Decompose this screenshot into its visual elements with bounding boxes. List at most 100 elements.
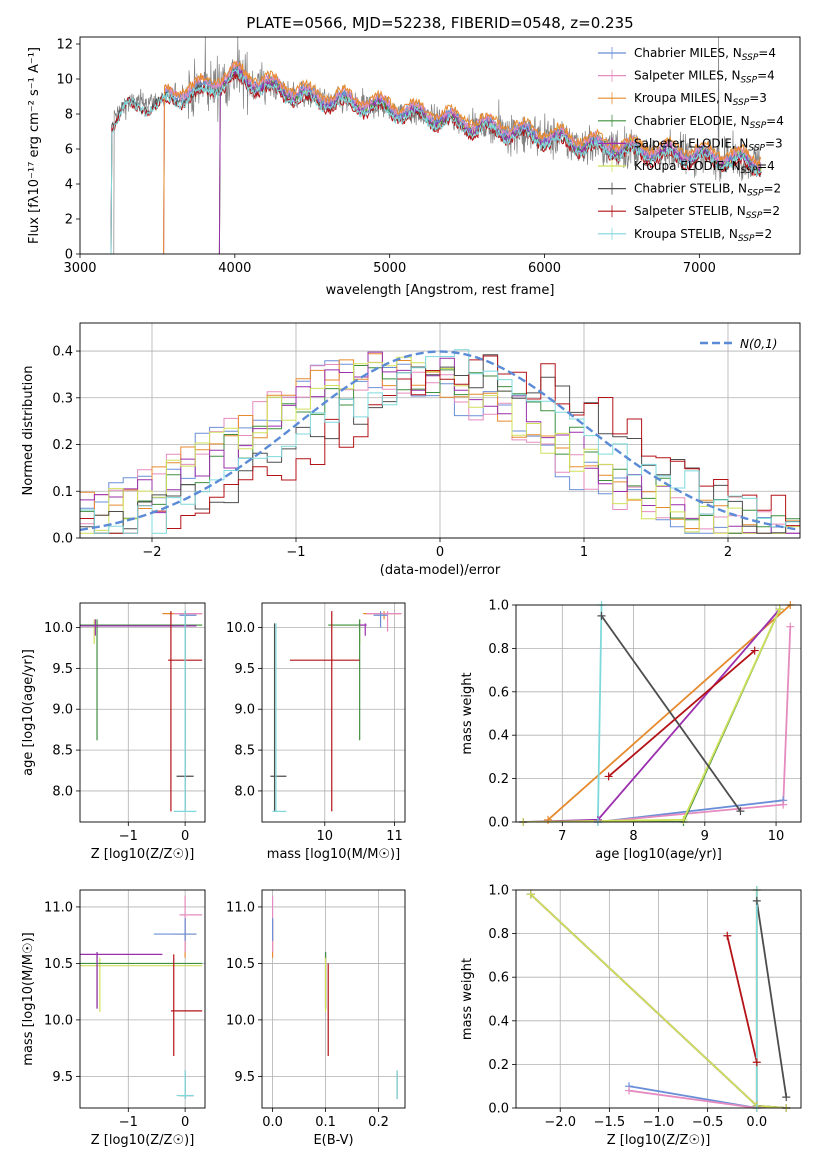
spectrum-panel: 3000 4000 5000 6000 7000 0 2 4 6 8 10 12 wavelength … — [27, 36, 801, 298]
y-tick-label: 0.2 — [488, 772, 509, 787]
x-tick-label: −1 — [286, 545, 305, 560]
legend-count: =2 — [764, 182, 782, 196]
y-tick-label: 8.0 — [52, 784, 73, 799]
normal-curve — [80, 350, 798, 531]
axes-frame — [79, 602, 206, 823]
x-tick-label: 2 — [724, 545, 732, 560]
x-tick-label: 10 — [317, 829, 334, 844]
x-axis-label: Z [log10(Z/Z☉)] — [91, 1133, 195, 1148]
legend-label: Salpeter ELODIE, N — [634, 136, 748, 150]
y-tick-label: 0.0 — [52, 532, 73, 547]
legend-count: =3 — [749, 91, 767, 105]
y-tick-label: 0.4 — [488, 1014, 509, 1029]
y-tick-label: 9.5 — [234, 662, 255, 677]
weight-marker — [752, 1058, 761, 1067]
y-tick-label: 0.1 — [52, 485, 73, 500]
model-spectrum-kroupa-miles — [163, 60, 762, 254]
legend-subscript: SSP — [750, 121, 767, 131]
weight-series — [523, 608, 781, 822]
legend-subscript: SSP — [741, 166, 758, 176]
legend-entry: Kroupa MILES, NSSP=3 — [634, 91, 767, 108]
legend-subscript: SSP — [748, 143, 765, 153]
y-tick-label: 10.0 — [226, 621, 255, 636]
residual-histogram — [80, 349, 800, 534]
x-tick-label: 10 — [768, 829, 785, 844]
x-tick-label: −1 — [119, 1115, 138, 1130]
model-spectrum-kroupa-stelib — [110, 69, 762, 254]
x-tick-label: 0.2 — [368, 1115, 389, 1130]
y-tick-label: 9.0 — [52, 703, 73, 718]
plots-layer: 3000 4000 5000 6000 7000024681012wavelength … — [21, 36, 802, 1148]
legend-entry: Salpeter ELODIE, NSSP=3 — [634, 136, 783, 153]
axes-frame — [261, 889, 406, 1109]
x-tick-label: 9 — [701, 829, 709, 844]
spectrum-marks — [110, 37, 762, 254]
y-axis-label: age [log10(age/yr)] — [21, 649, 36, 776]
residuals-panel: −2 −1 0 1 2 0.0 0.1 0.2 0.3 0.4 (data-model)/error… — [21, 322, 801, 578]
y-tick-label: 2 — [65, 213, 73, 228]
y-tick-label: 8 — [65, 108, 73, 123]
y-tick-label: 0.8 — [488, 642, 509, 657]
x-tick-label: 0.0 — [746, 1115, 767, 1130]
x-tick-label: −0.5 — [692, 1115, 724, 1130]
y-tick-label: 0.0 — [488, 1102, 509, 1117]
legend-count: =4 — [766, 114, 784, 128]
y-tick-label: 0 — [65, 248, 73, 263]
x-tick-label: −1.0 — [643, 1115, 675, 1130]
x-tick-label: 4000 — [218, 261, 251, 276]
weight-series — [600, 615, 742, 812]
legend-label: Kroupa MILES, N — [634, 91, 733, 105]
weight-marker — [625, 1086, 634, 1095]
residual-histogram — [80, 355, 800, 534]
legend-label: Chabrier MILES, N — [634, 46, 742, 60]
y-tick-label: 1.0 — [488, 599, 509, 614]
y-tick-label: 1.0 — [488, 884, 509, 899]
weight-series — [755, 900, 788, 1098]
legend-label: Kroupa STELIB, N — [634, 227, 738, 241]
y-tick-label: 10.5 — [44, 957, 73, 972]
mass_vs_ebv-marks — [271, 895, 398, 1099]
y-tick-label: 0.2 — [52, 438, 73, 453]
model-spectrum-salpeter-stelib — [110, 72, 762, 254]
axes-frame — [261, 602, 406, 823]
x-tick-label: 0.0 — [262, 1115, 283, 1130]
y-axis-label: Normed distribution — [21, 366, 36, 496]
y-tick-label: 10.0 — [44, 621, 73, 636]
x-tick-label: 0 — [181, 1115, 189, 1130]
x-tick-label: 8 — [629, 829, 637, 844]
x-tick-label: 11 — [386, 829, 403, 844]
x-tick-label: 1 — [580, 545, 588, 560]
y-tick-label: 0.3 — [52, 391, 73, 406]
residuals-marks — [80, 349, 800, 534]
y-tick-label: 0.4 — [488, 729, 509, 744]
y-tick-label: 4 — [65, 178, 73, 193]
weight-marker — [782, 1093, 791, 1102]
y-tick-label: 9.5 — [52, 662, 73, 677]
legend-count: =2 — [754, 227, 772, 241]
y-tick-label: 10 — [56, 73, 73, 88]
y-tick-label: 0.0 — [488, 816, 509, 831]
weight-marker — [604, 772, 613, 781]
weight-series — [523, 608, 781, 822]
x-axis-label: (data-model)/error — [380, 563, 501, 578]
legend-entry: Kroupa STELIB, NSSP=2 — [634, 227, 772, 244]
weight_vs_age-panel: 7 8 9 10 0.0 0.2 0.4 0.6 0.8 1.0 age [log10(age/yr… — [460, 599, 802, 862]
x-tick-label: −2.0 — [544, 1115, 576, 1130]
weight_vs_age-marks — [523, 605, 792, 822]
axes-frame — [79, 322, 801, 539]
legend-subscript: SSP — [741, 76, 758, 86]
residual-histogram — [80, 360, 800, 534]
age_vs_mass-marks — [270, 611, 402, 812]
x-tick-label: 0 — [181, 829, 189, 844]
axes-frame — [515, 889, 802, 1109]
mass_vs_Z-panel: −1 0 9.5 10.0 10.5 11.0 Z [log10(Z/Z☉)] mass [l… — [21, 889, 206, 1148]
weight-series — [597, 605, 603, 822]
legend-count: =4 — [757, 69, 775, 83]
y-tick-label: 10.5 — [226, 957, 255, 972]
y-axis-label: Flux [fλ10⁻¹⁷ erg cm⁻² s⁻¹ A⁻¹] — [27, 47, 42, 244]
weight-marker — [723, 931, 732, 940]
y-tick-label: 10.0 — [44, 1013, 73, 1028]
weight-marker — [775, 605, 784, 614]
y-axis-label: mass [log10(M/M☉)] — [21, 932, 36, 1065]
